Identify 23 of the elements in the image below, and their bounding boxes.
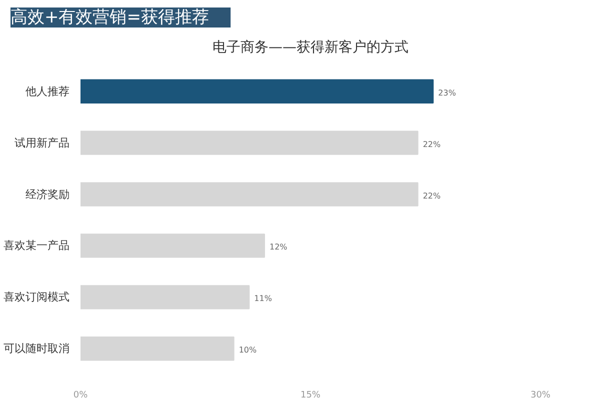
data-label: 22% xyxy=(422,191,442,200)
chart-title: 高效+有效营销=获得推荐 xyxy=(10,8,209,28)
bar xyxy=(80,336,234,361)
bar xyxy=(80,182,418,206)
y-tick-label: 可以随时取消 xyxy=(4,342,70,356)
data-label: 10% xyxy=(238,346,258,355)
x-tick-label: 0% xyxy=(73,390,88,400)
data-label: 12% xyxy=(270,242,288,252)
y-tick-label: 试用新产品 xyxy=(14,136,70,150)
data-label: 22% xyxy=(422,140,442,149)
data-label: 11% xyxy=(254,294,272,304)
y-tick-label: 经济奖励 xyxy=(26,188,70,201)
y-tick-label: 喜欢某一产品 xyxy=(4,239,70,252)
y-tick-label: 喜欢订阅模式 xyxy=(4,290,70,304)
chart-subtitle: 电子商务——获得新客户的方式 xyxy=(212,40,408,56)
bar xyxy=(80,130,418,155)
bar xyxy=(80,79,434,104)
y-tick-label: 他人推荐 xyxy=(26,84,70,98)
bar xyxy=(80,234,265,258)
x-tick-label: 15% xyxy=(300,390,321,400)
data-label: 23% xyxy=(438,88,456,98)
x-tick-label: 30% xyxy=(530,390,551,400)
bar xyxy=(80,285,250,310)
